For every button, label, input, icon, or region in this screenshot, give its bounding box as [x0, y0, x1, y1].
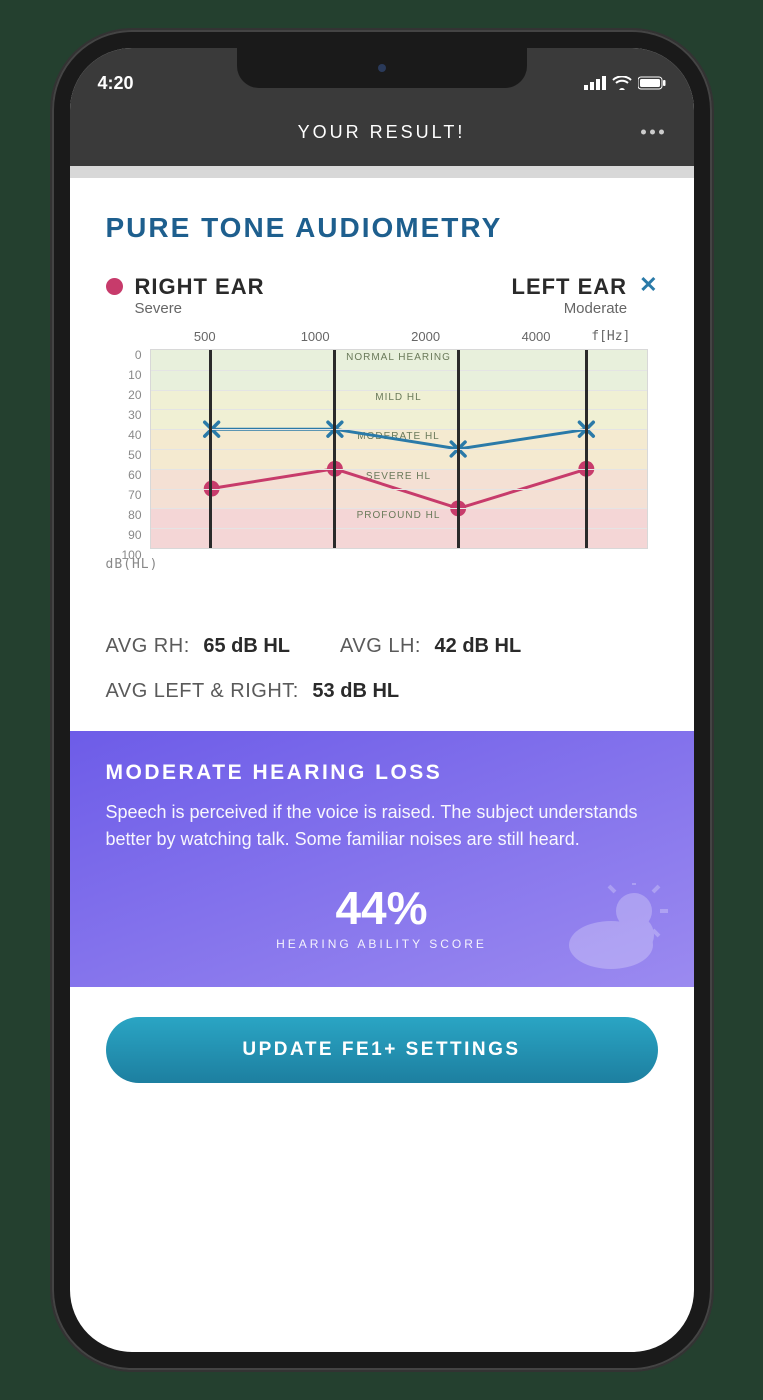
legend-right-ear: RIGHT EAR Severe	[106, 274, 265, 317]
wifi-icon	[612, 76, 632, 90]
result-card: MODERATE HEARING LOSS Speech is perceive…	[70, 731, 694, 987]
header-divider	[70, 166, 694, 178]
legend-right-label: RIGHT EAR	[135, 274, 265, 300]
header-title: YOUR RESULT!	[298, 122, 466, 143]
chart-legend: RIGHT EAR Severe ✕ LEFT EAR Moderate	[106, 274, 658, 317]
stat-avg-rh: AVG RH: 65 dB HL	[106, 635, 291, 658]
update-settings-button[interactable]: UPDATE FE1+ SETTINGS	[106, 1017, 658, 1083]
result-description: Speech is perceived if the voice is rais…	[106, 799, 658, 853]
more-button[interactable]	[641, 130, 664, 135]
cellular-icon	[584, 76, 606, 90]
weather-icon	[556, 883, 676, 973]
x-marker-icon: ✕	[639, 274, 657, 296]
screen: 4:20 YOUR RESULT! PURE TONE AUDIOMETRY R…	[70, 48, 694, 1352]
legend-left-ear: ✕ LEFT EAR Moderate	[512, 274, 658, 317]
audiogram-chart: 500100020004000f[Hz] 0102030405060708090…	[106, 335, 658, 605]
legend-right-sub: Severe	[135, 300, 265, 317]
page-title: PURE TONE AUDIOMETRY	[106, 212, 658, 244]
status-time: 4:20	[98, 73, 134, 94]
app-header: YOUR RESULT!	[70, 98, 694, 166]
chart-plot-area: PROFOUND HLSEVERE HLMODERATE HLMILD HLNO…	[150, 349, 648, 549]
stat-avg-both: AVG LEFT & RIGHT: 53 dB HL	[106, 680, 400, 703]
stat-avg-lh: AVG LH: 42 dB HL	[340, 635, 521, 658]
legend-left-label: LEFT EAR	[512, 274, 628, 300]
x-axis-labels: 500100020004000f[Hz]	[150, 329, 658, 344]
y-axis-labels: 0102030405060708090100	[106, 345, 142, 565]
y-axis-caption: dB(HL)	[106, 557, 159, 572]
circle-marker-icon	[106, 278, 123, 295]
result-title: MODERATE HEARING LOSS	[106, 761, 658, 785]
device-notch	[237, 48, 527, 88]
battery-icon	[638, 76, 666, 90]
phone-device-frame: 4:20 YOUR RESULT! PURE TONE AUDIOMETRY R…	[52, 30, 712, 1370]
legend-left-sub: Moderate	[512, 300, 628, 317]
stats-section: AVG RH: 65 dB HL AVG LH: 42 dB HL AVG LE…	[106, 635, 658, 703]
